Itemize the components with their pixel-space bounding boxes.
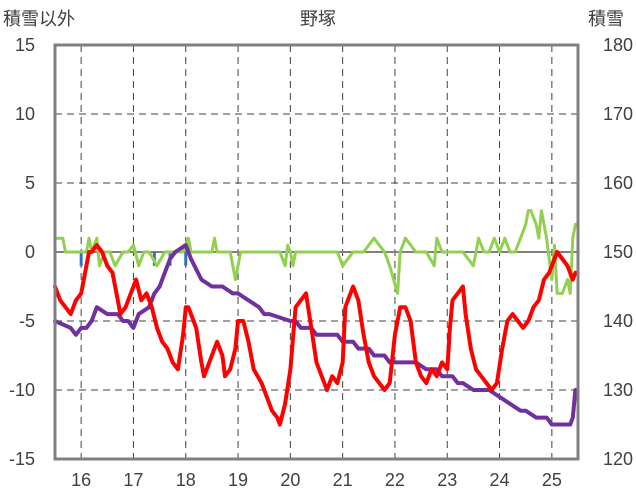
right-tick-label: 170 [603, 104, 633, 124]
chart-title: 野塚 [300, 9, 336, 29]
right-tick-label: 130 [603, 380, 633, 400]
x-tick-label: 23 [437, 470, 457, 490]
left-axis-label: 積雪以外 [3, 9, 75, 29]
right-axis-label: 積雪 [588, 9, 624, 29]
left-tick-label: 0 [25, 242, 35, 262]
left-tick-label: 10 [15, 104, 35, 124]
left-tick-labels: 15 10 5 0 -5 -10 -15 [9, 35, 35, 469]
right-tick-labels: 180 170 160 150 140 130 120 [603, 35, 633, 469]
x-tick-label: 21 [333, 470, 353, 490]
right-tick-label: 180 [603, 35, 633, 55]
left-tick-label: 5 [25, 173, 35, 193]
x-tick-label: 22 [385, 470, 405, 490]
left-tick-label: -5 [19, 311, 35, 331]
right-tick-label: 160 [603, 173, 633, 193]
x-tick-labels: 16 17 18 19 20 21 22 23 24 25 [71, 470, 562, 490]
x-tick-label: 19 [228, 470, 248, 490]
x-tick-label: 24 [490, 470, 510, 490]
series-green-series-line [53, 209, 577, 295]
x-tick-label: 16 [71, 470, 91, 490]
series-layer [53, 209, 578, 427]
x-tick-label: 17 [123, 470, 143, 490]
right-tick-label: 120 [603, 449, 633, 469]
x-tick-label: 20 [280, 470, 300, 490]
x-tick-label: 18 [176, 470, 196, 490]
series-temperature-line [53, 243, 578, 427]
x-tick-label: 25 [542, 470, 562, 490]
series-snow-depth-line [53, 243, 578, 427]
left-tick-label: -10 [9, 380, 35, 400]
right-tick-label: 140 [603, 311, 633, 331]
right-tick-label: 150 [603, 242, 633, 262]
left-tick-label: 15 [15, 35, 35, 55]
plot-frame [53, 43, 580, 461]
left-tick-label: -15 [9, 449, 35, 469]
